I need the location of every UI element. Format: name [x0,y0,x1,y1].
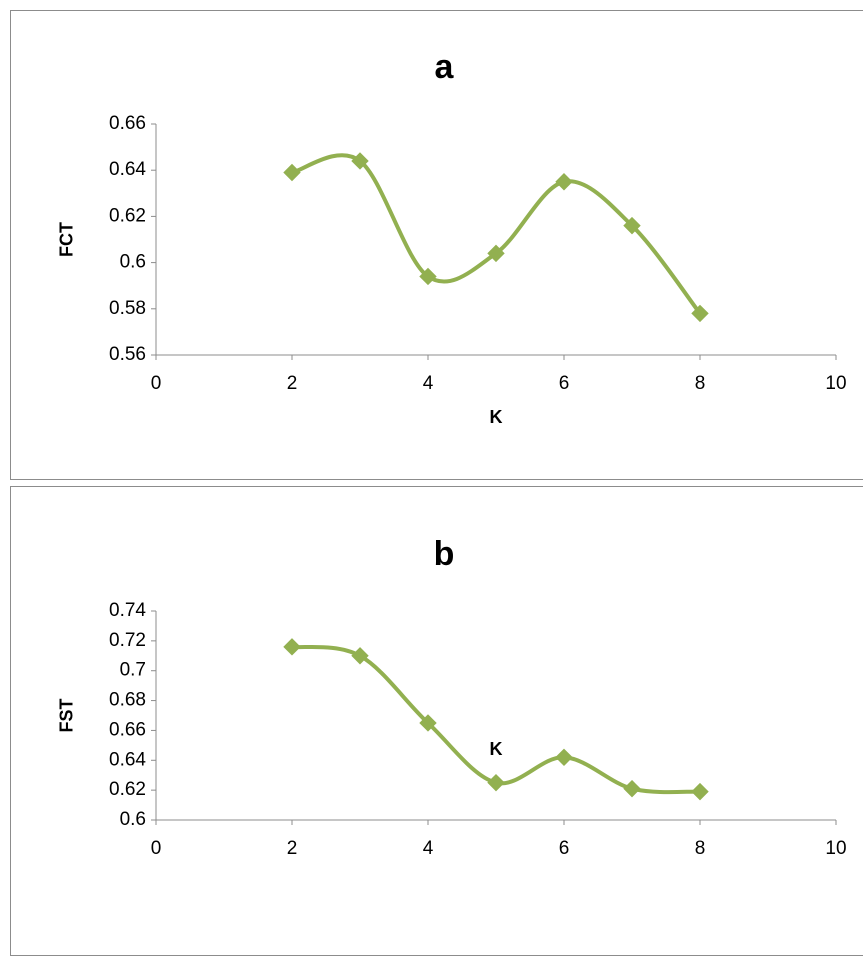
x-tick-label: 10 [825,838,846,859]
y-tick-label: 0.72 [109,630,146,651]
chart-a-title: a [435,48,455,86]
y-tick-label: 0.56 [109,344,146,365]
y-tick-label: 0.62 [109,779,146,800]
x-tick-label: 10 [825,373,846,394]
chart-a-xlabel: K [490,407,503,427]
chart-b-svg: b FST K 0.6 0.62 0.64 0.66 0.68 0.7 0.72 0.74 0 2… [56,535,846,859]
y-tick-label: 0.66 [109,719,146,740]
x-tick-label: 4 [423,373,434,394]
chart-a-ylabel: FCT [56,222,76,257]
data-point-marker [351,152,369,170]
y-tick-label: 0.64 [109,159,146,180]
data-point-marker [555,173,573,191]
y-tick-label: 0.74 [109,600,146,621]
chart-a-svg: a FCT K 0.56 0.58 0.6 0.62 0.64 0.66 0 2 4 6 8 10 [56,48,846,427]
y-tick-label: 0.66 [109,113,146,134]
x-tick-label: 2 [287,838,298,859]
x-tick-label: 8 [695,373,706,394]
data-point-marker [283,638,301,656]
y-tick-label: 0.6 [120,809,146,830]
x-tick-label: 6 [559,838,570,859]
data-point-marker [691,304,709,323]
x-tick-label: 0 [151,373,162,394]
y-tick-label: 0.68 [109,690,146,711]
data-point-marker [351,647,369,665]
data-point-marker [419,714,437,732]
chart-b-title: b [434,535,455,573]
data-point-marker [419,267,437,286]
x-tick-label: 4 [423,838,434,859]
x-tick-label: 8 [695,838,706,859]
data-point-marker [555,748,573,767]
x-tick-label: 0 [151,838,162,859]
data-point-marker [623,216,641,235]
data-point-marker [691,782,709,801]
y-tick-label: 0.6 [120,252,146,273]
data-point-marker [487,244,505,263]
data-point-marker [487,773,505,792]
y-tick-label: 0.58 [109,298,146,319]
chart-panel-a: a FCT K 0.56 0.58 0.6 0.62 0.64 0.66 0 2 4 6 8 10 [10,10,863,480]
x-tick-label: 2 [287,373,298,394]
chart-panel-b: b FST K 0.6 0.62 0.64 0.66 0.68 0.7 0.72 0.74 0 2… [10,486,863,956]
y-tick-label: 0.7 [120,660,146,681]
x-tick-label: 6 [559,373,570,394]
data-point-marker [623,779,641,798]
data-point-marker [283,163,301,182]
chart-b-xlabel: K [490,739,503,759]
y-tick-label: 0.64 [109,749,146,770]
y-tick-label: 0.62 [109,205,146,226]
chart-a-series-line [290,153,702,316]
chart-b-series-line [290,644,702,795]
chart-b-ylabel: FST [56,698,76,732]
